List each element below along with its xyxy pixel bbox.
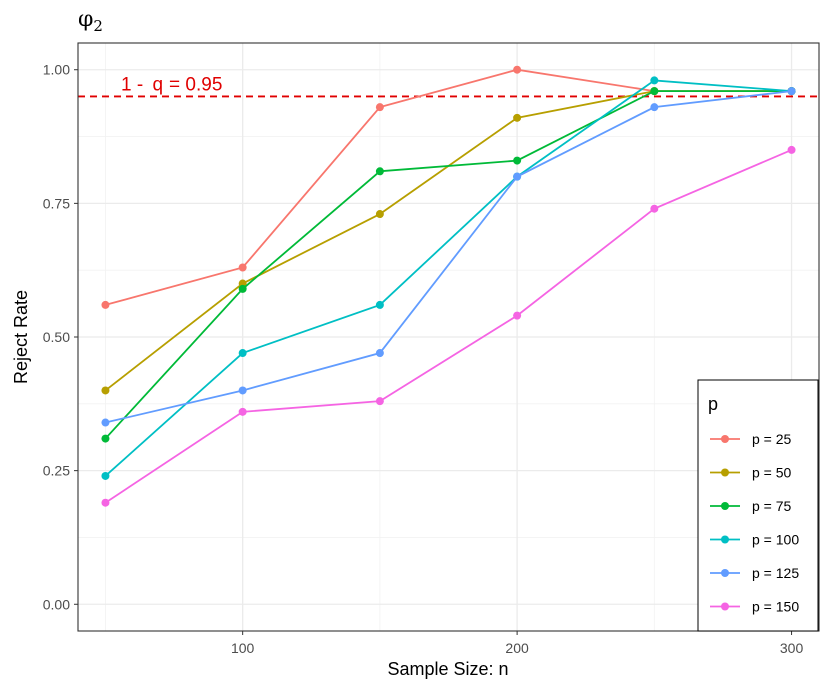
legend-items: p = 25 p = 50 p = 75 p = 100 p = 125 p = 150 <box>710 431 799 615</box>
legend-label: p = 25 <box>752 431 792 447</box>
data-point <box>375 349 384 358</box>
grid-lines <box>78 43 819 631</box>
series-6 <box>101 145 796 507</box>
data-point <box>375 167 384 176</box>
legend-label: p = 150 <box>752 599 799 615</box>
legend-key-point <box>721 535 729 544</box>
legend-item: p = 50 <box>710 465 792 481</box>
series-3 <box>101 87 796 443</box>
data-point <box>238 349 247 358</box>
legend-key-point <box>721 468 729 477</box>
data-point <box>650 103 659 112</box>
y-tick-label: 0.00 <box>43 596 70 612</box>
y-tick-label: 0.75 <box>43 195 70 211</box>
legend-item: p = 25 <box>710 431 792 447</box>
data-point <box>513 156 522 165</box>
series-5 <box>101 87 796 427</box>
chart-title-symbol: φ <box>78 7 93 32</box>
data-point <box>513 65 522 74</box>
reference-label-value: = 0.95 <box>169 74 222 95</box>
legend-label: p = 100 <box>752 532 799 548</box>
reference-line-group: 1 - q = 0.95 <box>78 74 819 98</box>
series-line <box>104 79 792 477</box>
data-point <box>101 386 110 395</box>
series-group <box>101 65 796 507</box>
reference-label-prefix: 1 - <box>121 74 148 95</box>
legend-item: p = 125 <box>710 565 799 581</box>
data-point <box>513 113 522 122</box>
reference-line-label: 1 - q = 0.95 <box>121 74 222 95</box>
y-tick-label: 0.50 <box>43 329 70 345</box>
data-point <box>238 284 247 293</box>
data-point <box>101 418 110 427</box>
y-axis-title: Reject Rate <box>11 290 31 384</box>
data-point <box>513 311 522 320</box>
data-point <box>238 386 247 395</box>
data-point <box>238 263 247 272</box>
data-point <box>101 471 110 480</box>
data-point <box>513 172 522 181</box>
legend-key-point <box>721 602 729 611</box>
legend-item: p = 100 <box>710 532 799 548</box>
legend-item: p = 150 <box>710 599 799 615</box>
chart-title-subscript: 2 <box>93 17 103 35</box>
series-line <box>104 149 792 504</box>
y-tick-label: 1.00 <box>43 62 70 78</box>
data-point <box>238 407 247 416</box>
legend-label: p = 50 <box>752 465 792 481</box>
series-line <box>105 90 792 424</box>
data-point <box>101 300 110 309</box>
data-point <box>650 87 659 96</box>
legend-label: p = 125 <box>752 565 799 581</box>
legend-key-point <box>721 502 729 510</box>
x-axis-title: Sample Size: n <box>387 659 508 679</box>
x-tick-label: 100 <box>231 640 255 656</box>
data-point <box>375 300 384 309</box>
y-tick-label: 0.25 <box>43 463 70 479</box>
legend-key-point <box>721 569 729 577</box>
x-tick-label: 200 <box>505 640 529 656</box>
data-point <box>787 87 796 96</box>
data-point <box>375 397 384 406</box>
data-point <box>375 103 384 112</box>
data-point <box>787 145 796 154</box>
axes: 0.00 0.25 0.50 0.75 1.00 100 200 300 <box>43 62 804 656</box>
data-point <box>101 498 110 507</box>
x-tick-label: 300 <box>780 640 804 656</box>
series-line <box>104 90 792 440</box>
data-point <box>650 76 659 85</box>
legend-title: p <box>708 394 718 414</box>
reference-label-symbol: q <box>152 74 163 95</box>
legend-key-point <box>721 435 729 443</box>
legend-label: p = 75 <box>752 498 792 514</box>
legend-item: p = 75 <box>710 498 792 514</box>
legend: p p = 25 p = 50 p = 75 p = 100 p = 125 p = 15… <box>697 379 819 632</box>
data-point <box>101 434 110 443</box>
chart-title: φ2 <box>78 7 103 35</box>
data-point <box>650 204 659 213</box>
data-point <box>375 210 384 219</box>
